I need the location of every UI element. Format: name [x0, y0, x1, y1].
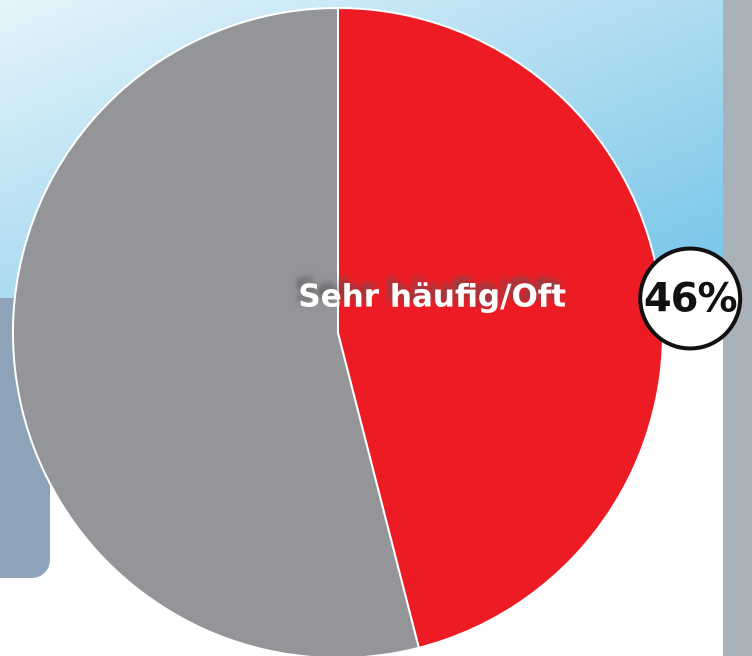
chart: Sehr häufig/Oft 46% — [0, 0, 752, 656]
value-label: 46% — [644, 276, 737, 322]
slice-label: Sehr häufig/Oft — [298, 279, 566, 315]
page: Sehr häufig/Oft46% (() => { const data =… — [0, 0, 752, 656]
